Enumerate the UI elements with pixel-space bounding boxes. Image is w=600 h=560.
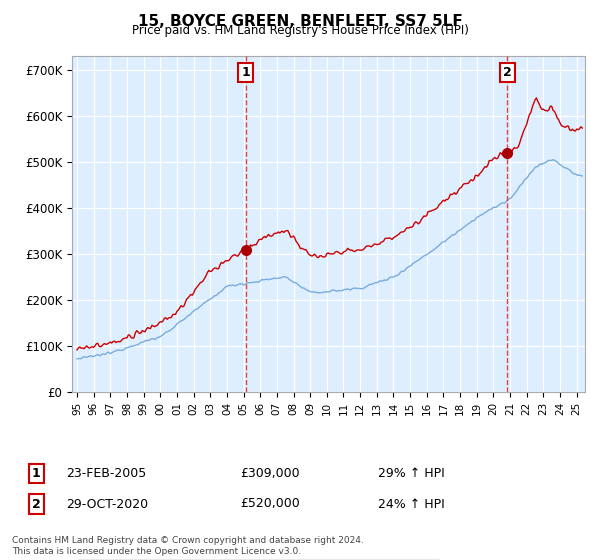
Text: 24% ↑ HPI: 24% ↑ HPI [378, 497, 445, 511]
Text: 29-OCT-2020: 29-OCT-2020 [66, 497, 148, 511]
Text: 2: 2 [32, 497, 40, 511]
Text: £520,000: £520,000 [240, 497, 300, 511]
Text: £309,000: £309,000 [240, 466, 299, 480]
Text: Price paid vs. HM Land Registry's House Price Index (HPI): Price paid vs. HM Land Registry's House … [131, 24, 469, 37]
Text: 15, BOYCE GREEN, BENFLEET, SS7 5LF: 15, BOYCE GREEN, BENFLEET, SS7 5LF [137, 14, 463, 29]
Text: 1: 1 [32, 466, 40, 480]
Text: 29% ↑ HPI: 29% ↑ HPI [378, 466, 445, 480]
Text: 2: 2 [503, 66, 512, 79]
Text: 23-FEB-2005: 23-FEB-2005 [66, 466, 146, 480]
Text: 1: 1 [241, 66, 250, 79]
Text: Contains HM Land Registry data © Crown copyright and database right 2024.
This d: Contains HM Land Registry data © Crown c… [12, 536, 364, 556]
